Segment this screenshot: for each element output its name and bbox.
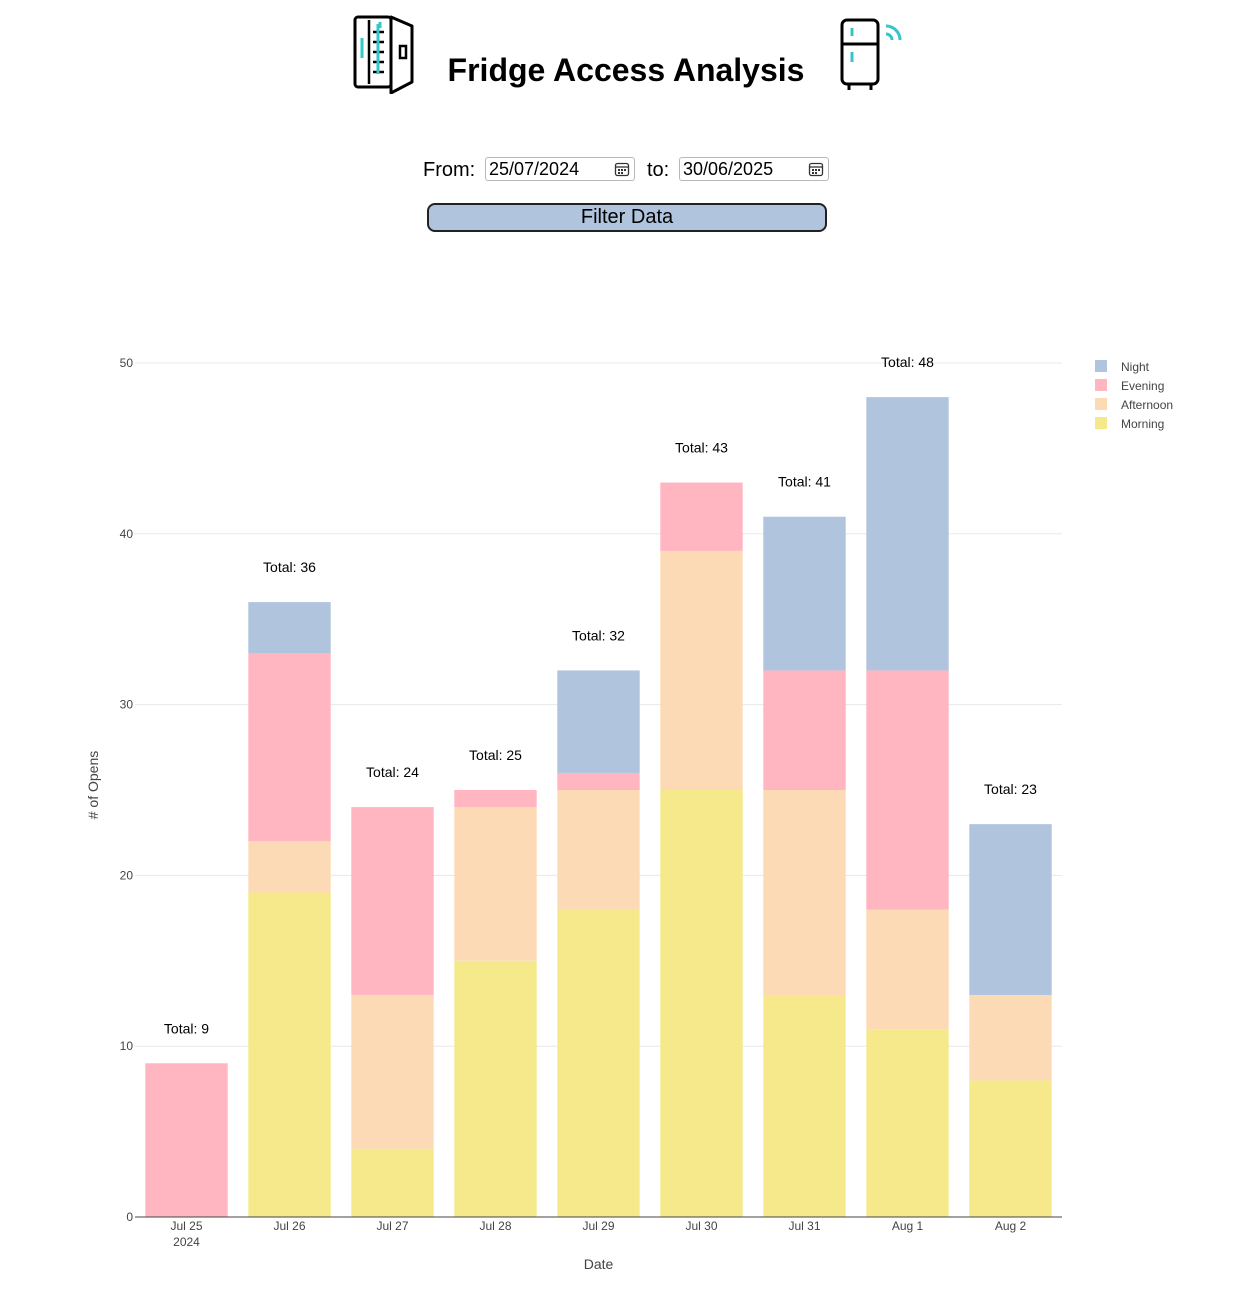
filter-data-button[interactable]: Filter Data [427, 203, 827, 232]
x-tick-label: Jul 30 [685, 1219, 717, 1233]
y-tick-label: 40 [120, 527, 134, 541]
legend-swatch-morning [1095, 417, 1107, 429]
legend-swatch-night [1095, 360, 1107, 372]
legend: Night Evening Afternoon Morning [1095, 360, 1173, 431]
legend-label-evening: Evening [1121, 379, 1164, 393]
page-title: Fridge Access Analysis [447, 52, 805, 88]
bar-segment-morning [660, 790, 743, 1217]
bar-segment-evening [660, 482, 743, 551]
bar-segment-afternoon [351, 994, 434, 1149]
bar-segment-evening [454, 790, 537, 808]
legend-label-afternoon: Afternoon [1121, 398, 1173, 412]
bar-segment-night [969, 824, 1052, 995]
x-tick-label: Aug 2 [995, 1219, 1027, 1233]
x-tick-label: Jul 29 [582, 1219, 614, 1233]
total-label: Total: 24 [366, 764, 419, 780]
bar-segment-afternoon [454, 807, 537, 961]
bar-segment-afternoon [557, 790, 640, 910]
calendar-icon[interactable] [614, 161, 630, 177]
bar-segment-morning [763, 994, 846, 1217]
y-tick-label: 0 [126, 1210, 133, 1224]
legend-label-night: Night [1121, 360, 1150, 374]
legend-label-morning: Morning [1121, 417, 1164, 431]
bar-segment-night [866, 397, 949, 671]
bar-segment-evening [351, 807, 434, 995]
x-tick-label: Jul 27 [376, 1219, 408, 1233]
x-tick-label: Jul 25 [170, 1219, 202, 1233]
bar-segment-evening [248, 653, 331, 842]
x-tick-labels: Jul 25 2024 Jul 26 Jul 27 Jul 28 Jul 29 Jul 30… [170, 1219, 1026, 1249]
bar-segment-morning [969, 1080, 1052, 1217]
x-tick-label: Jul 31 [788, 1219, 820, 1233]
x-tick-sublabel: 2024 [173, 1235, 200, 1249]
bar-segment-afternoon [969, 994, 1052, 1081]
to-date-input[interactable]: 30/06/2025 [679, 157, 829, 181]
from-label: From: [423, 159, 476, 181]
y-axis-title: # of Opens [85, 751, 101, 820]
legend-swatch-evening [1095, 379, 1107, 391]
bar-segment-afternoon [660, 550, 743, 790]
x-tick-label: Aug 1 [892, 1219, 924, 1233]
bar-segment-evening [763, 670, 846, 790]
total-label: Total: 41 [778, 474, 831, 490]
y-tick-label: 10 [120, 1039, 134, 1053]
bar-segment-morning [866, 1029, 949, 1217]
total-label: Total: 36 [263, 559, 316, 575]
bar-segment-evening [557, 772, 640, 790]
bar-segment-evening [145, 1063, 228, 1217]
to-label: to: [647, 159, 670, 181]
bar-segment-morning [248, 892, 331, 1217]
bar-segment-afternoon [248, 841, 331, 893]
y-tick-label: 30 [120, 698, 134, 712]
bar-segment-morning [351, 1148, 434, 1217]
x-tick-label: Jul 28 [479, 1219, 511, 1233]
page-header: Fridge Access Analysis [0, 10, 1252, 100]
bar-segment-evening [866, 670, 949, 910]
from-date-value: 25/07/2024 [489, 159, 580, 179]
total-labels: Total: 9 Total: 36 Total: 24 Total: 25 Total… [164, 354, 1037, 1036]
to-date-value: 30/06/2025 [683, 159, 774, 179]
x-axis-title: Date [584, 1256, 614, 1272]
legend-swatch-afternoon [1095, 398, 1107, 410]
bars [145, 397, 1052, 1217]
smart-fridge-icon [840, 18, 902, 90]
bar-segment-night [557, 670, 640, 773]
total-label: Total: 43 [675, 440, 728, 456]
date-filter-bar: From: 25/07/2024 to: 30/06/2025 [0, 157, 1252, 187]
calendar-icon[interactable] [808, 161, 824, 177]
bar-segment-morning [557, 909, 640, 1217]
total-label: Total: 32 [572, 627, 625, 643]
bar-segment-night [763, 516, 846, 671]
fridge-open-icon [353, 15, 414, 94]
total-label: Total: 25 [469, 747, 522, 763]
y-tick-label: 50 [120, 356, 134, 370]
total-label: Total: 9 [164, 1020, 209, 1036]
total-label: Total: 23 [984, 781, 1037, 797]
bar-segment-morning [454, 960, 537, 1217]
bar-segment-night [248, 602, 331, 654]
bar-segment-afternoon [763, 790, 846, 995]
from-date-input[interactable]: 25/07/2024 [485, 157, 635, 181]
x-tick-label: Jul 26 [273, 1219, 305, 1233]
bar-segment-afternoon [866, 909, 949, 1030]
y-tick-labels: 0 10 20 30 40 50 [120, 356, 134, 1224]
y-tick-label: 20 [120, 868, 134, 882]
total-label: Total: 48 [881, 354, 934, 370]
